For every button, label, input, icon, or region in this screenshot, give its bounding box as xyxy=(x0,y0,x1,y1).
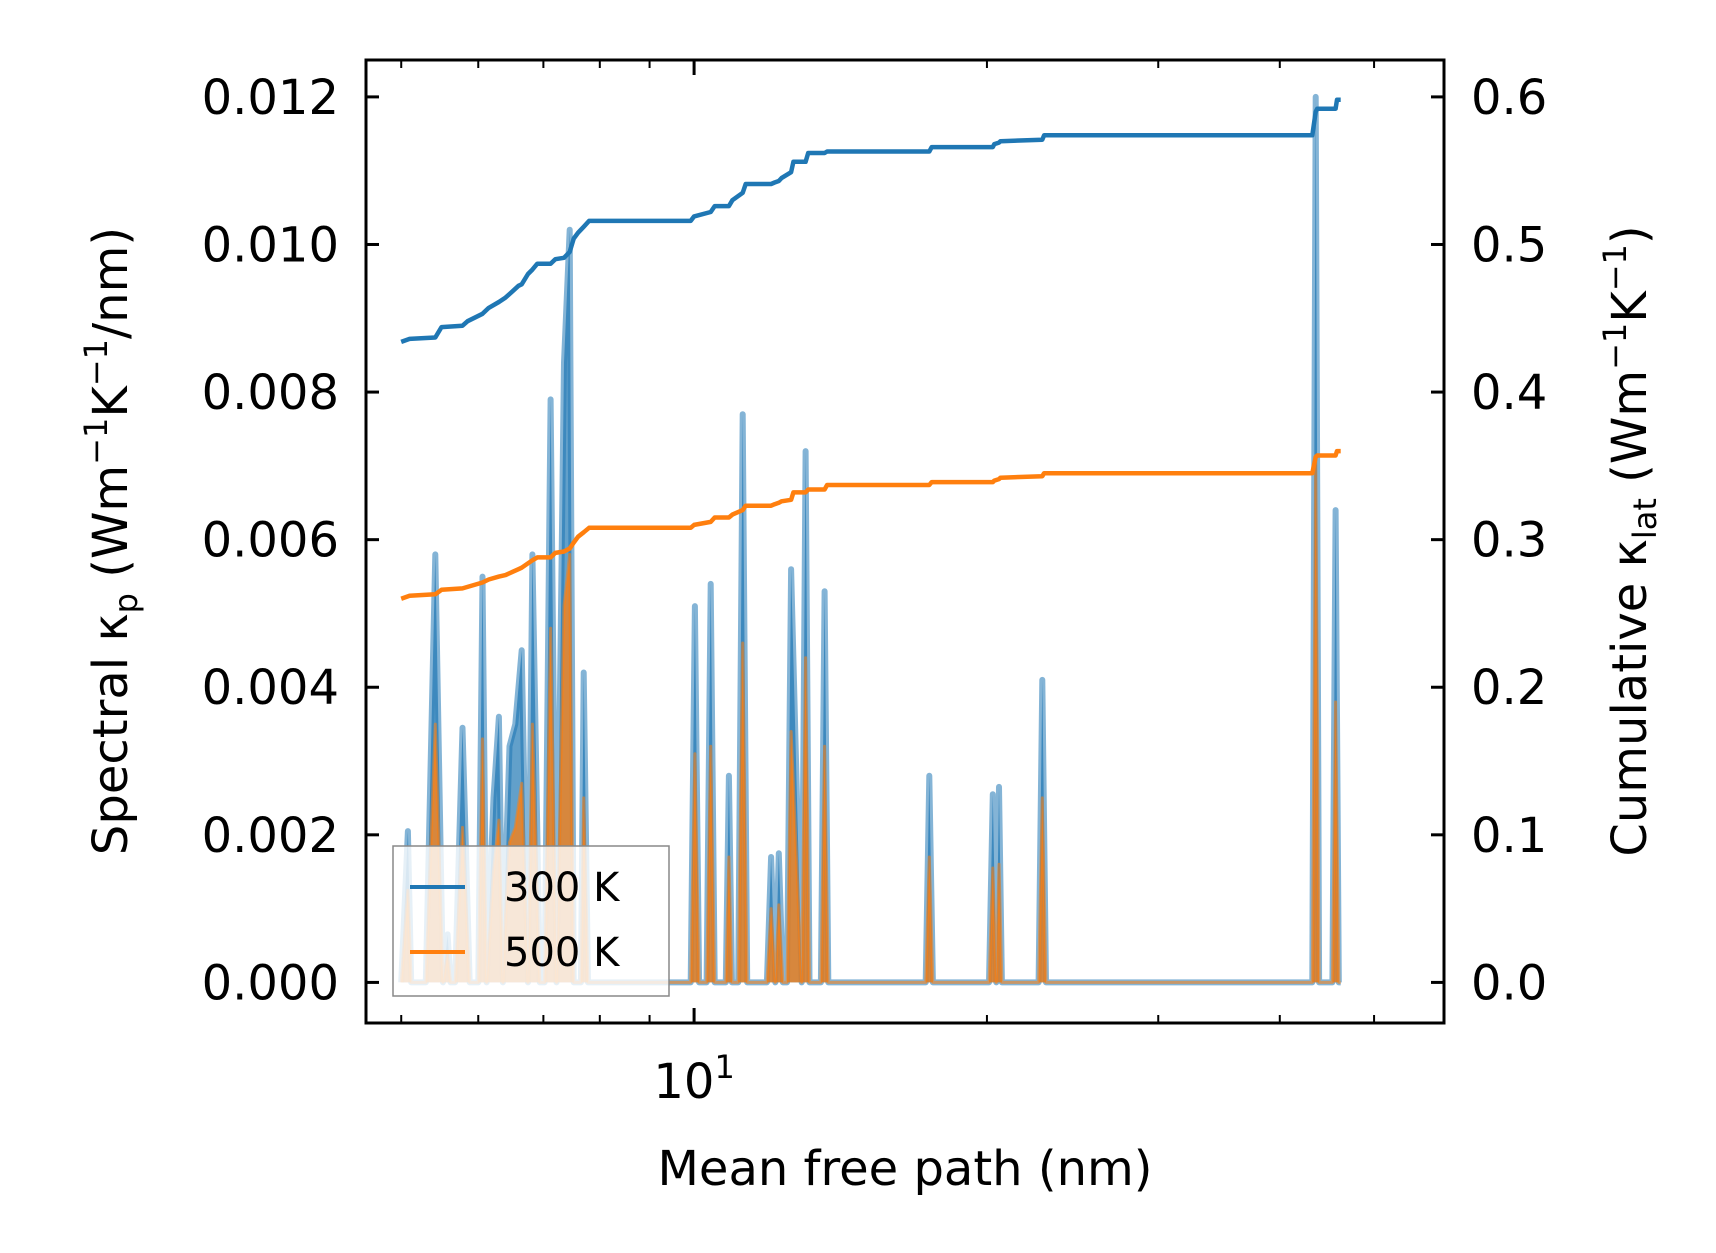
y-right-tick-label: 0.3 xyxy=(1471,513,1547,569)
x-tick-label: 101 xyxy=(653,1048,734,1110)
line-layer xyxy=(400,97,1341,601)
y-right-tick-label: 0.6 xyxy=(1471,70,1547,126)
cumulative-300k-line xyxy=(400,97,1341,345)
y-left-tick-label: 0.008 xyxy=(202,365,339,421)
y-left-tick-label: 0.010 xyxy=(202,217,339,273)
y-right-axis-title: Cumulative κlat (Wm−1K−1) xyxy=(1596,225,1664,856)
legend-label-500k: 500 K xyxy=(504,930,621,976)
y-left-tick-label: 0.004 xyxy=(202,660,339,716)
y-right-tick-label: 0.5 xyxy=(1471,217,1547,273)
x-axis-title: Mean free path (nm) xyxy=(658,1141,1153,1197)
legend-label-300k: 300 K xyxy=(504,865,621,911)
y-left-tick-label: 0.006 xyxy=(202,513,339,569)
cumulative-500k-line xyxy=(400,448,1341,601)
y-left-axis-title: Spectral κp (Wm−1K−1/nm) xyxy=(77,227,145,855)
y-left-tick-label: 0.002 xyxy=(202,808,339,864)
tick-layer: 0.000 0.002 0.004 0.006 0.008 0.010 0.012 0.0 0.… xyxy=(202,60,1547,1110)
plot-frame xyxy=(364,58,1446,1025)
y-left-tick-label: 0.012 xyxy=(202,70,339,126)
y-left-tick-label: 0.000 xyxy=(202,955,339,1011)
y-right-tick-label: 0.0 xyxy=(1471,955,1547,1011)
legend-box xyxy=(392,845,670,997)
legend: 300 K 500 K xyxy=(392,845,670,997)
y-right-tick-label: 0.4 xyxy=(1471,365,1547,421)
y-right-tick-label: 0.1 xyxy=(1471,808,1547,864)
y-right-tick-label: 0.2 xyxy=(1471,660,1547,716)
